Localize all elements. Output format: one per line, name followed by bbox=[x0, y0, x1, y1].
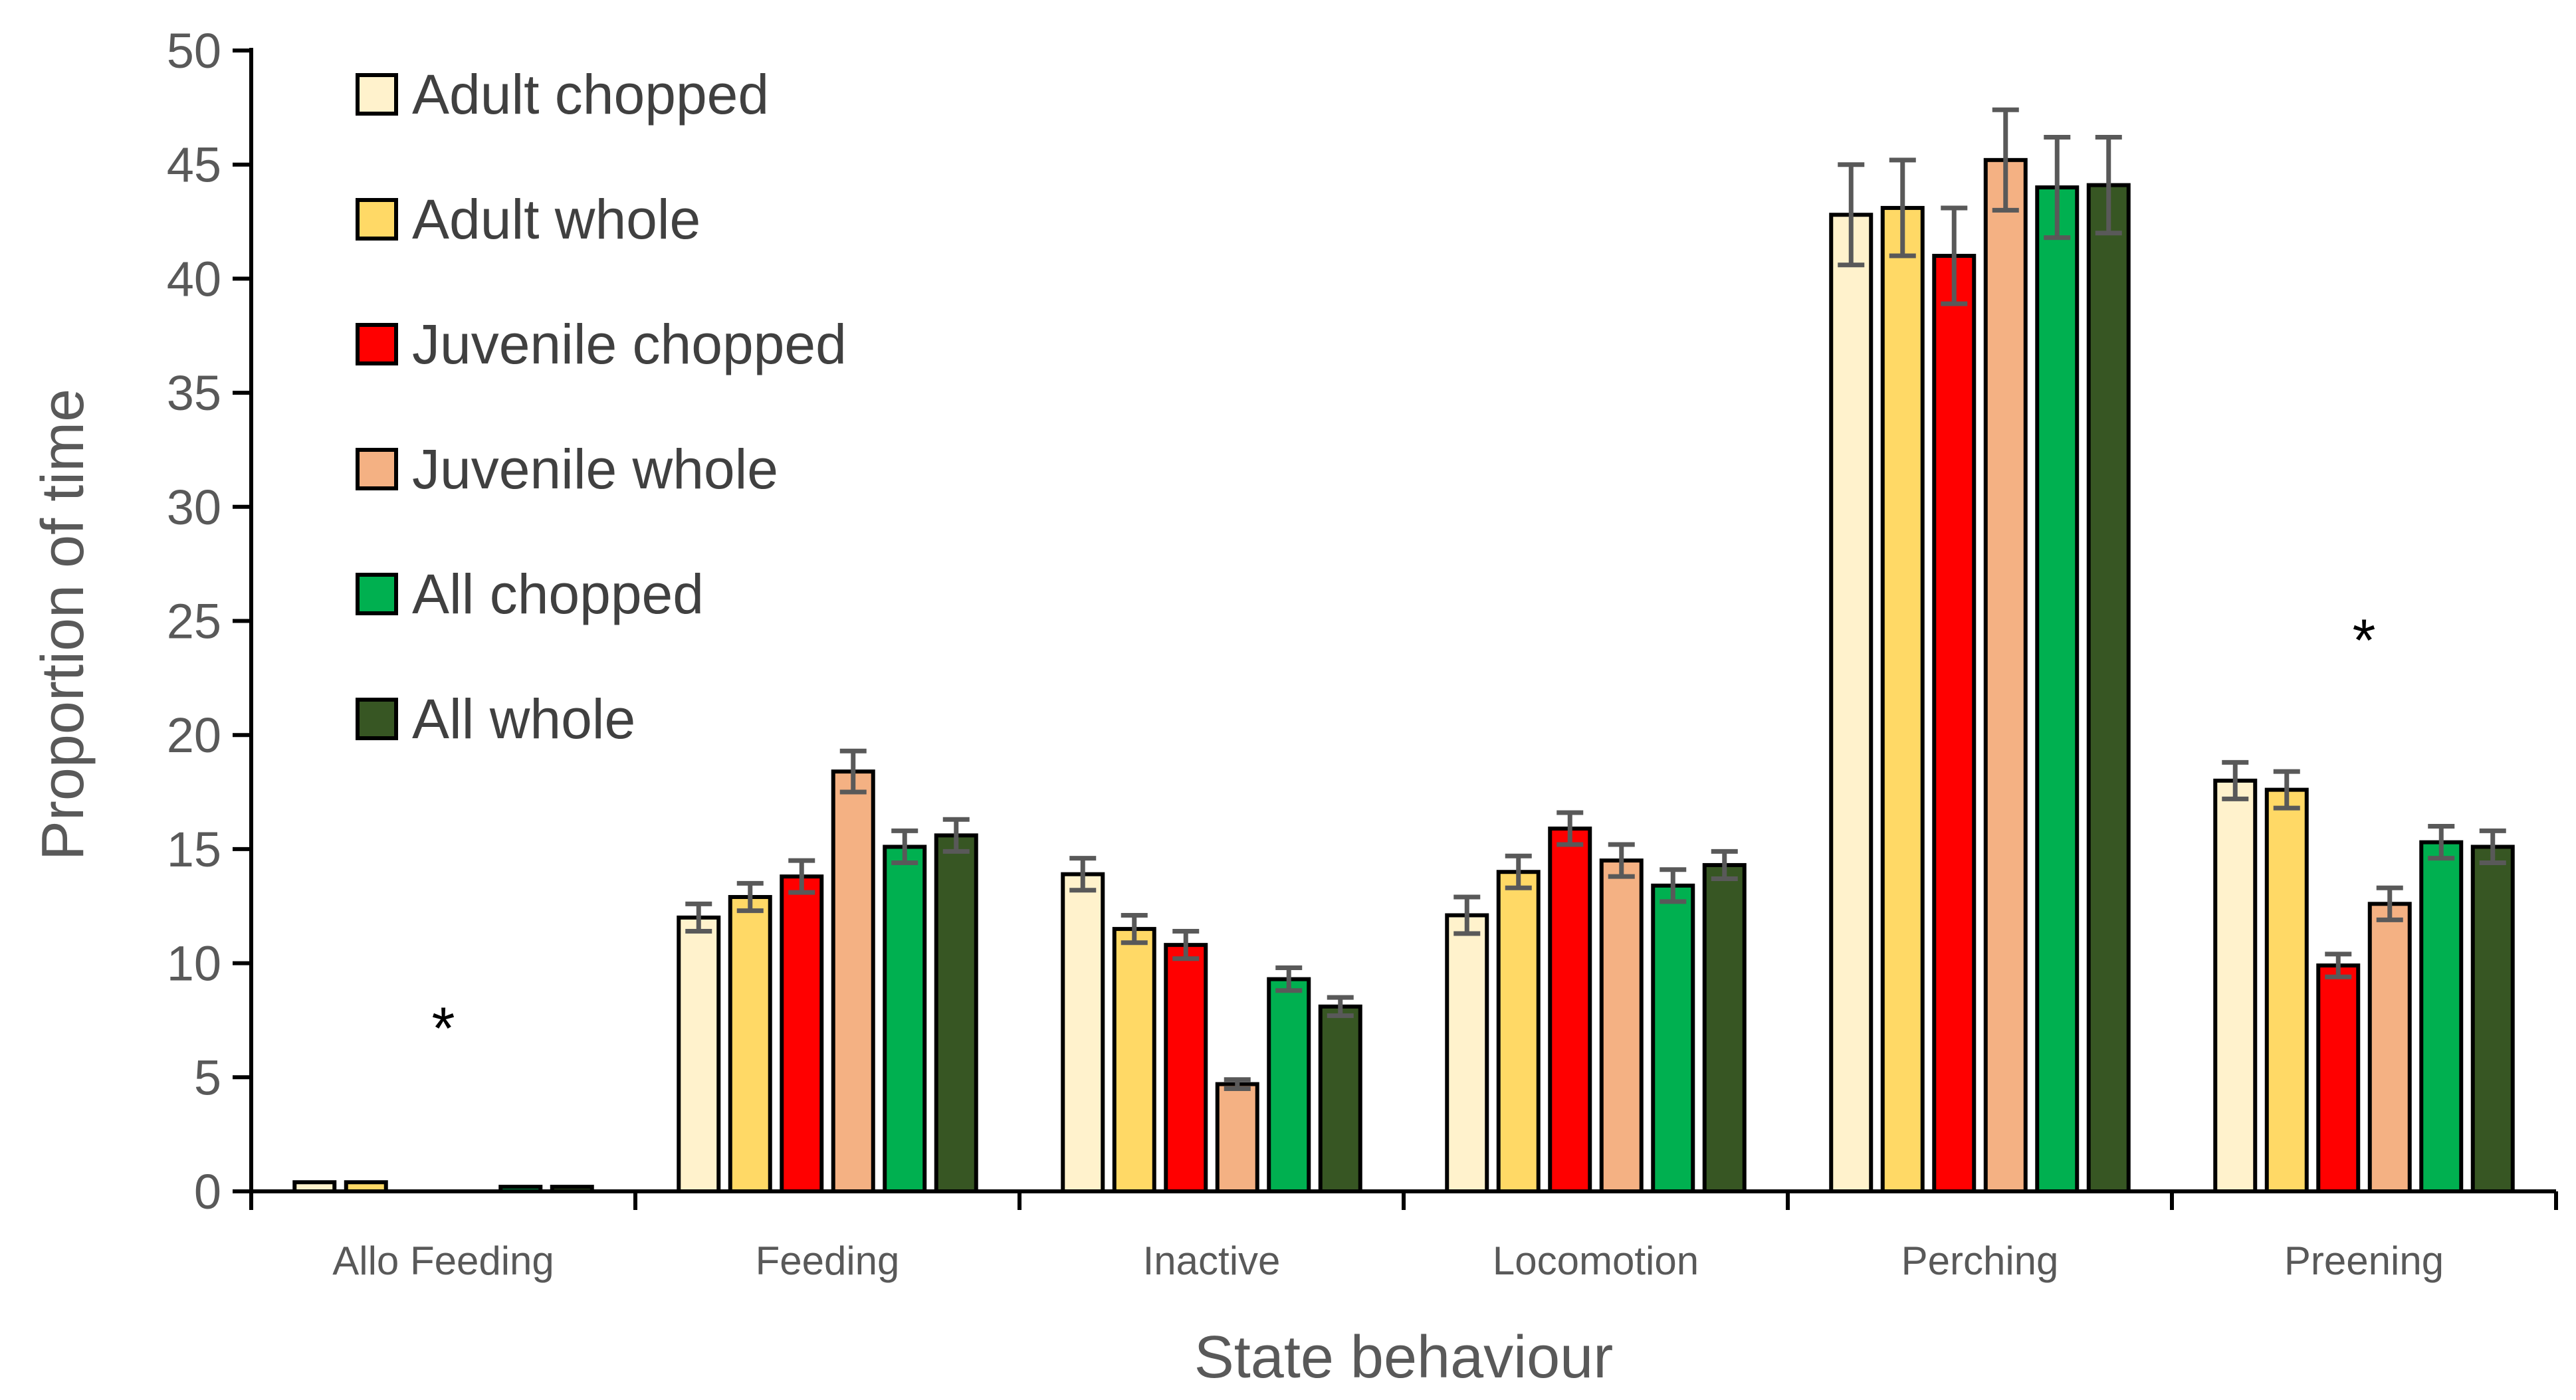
bar-adult-chopped-inactive bbox=[1061, 872, 1105, 1193]
legend-label-juvenile-chopped: Juvenile chopped bbox=[412, 313, 847, 375]
legend-label-adult-chopped: Adult chopped bbox=[412, 63, 769, 126]
legend: Adult chopped Adult whole Juvenile chopped… bbox=[356, 63, 847, 750]
significance-asterisk: * bbox=[2352, 608, 2375, 674]
axes-layer bbox=[233, 48, 2558, 1210]
bar-all-chopped-perching bbox=[2035, 185, 2080, 1193]
bar-juvenile-whole-preening bbox=[2367, 902, 2412, 1194]
legend-swatch-all-whole bbox=[356, 698, 398, 740]
bar-all-whole-feeding bbox=[934, 833, 978, 1193]
bar-adult-chopped-locomotion bbox=[1445, 913, 1489, 1193]
y-tick-label: 50 bbox=[167, 23, 221, 78]
y-tick-label: 30 bbox=[167, 480, 221, 535]
x-tick-label-preening: Preening bbox=[2284, 1239, 2444, 1283]
bar-adult-whole-feeding bbox=[728, 895, 772, 1194]
significance-asterisk: * bbox=[431, 995, 455, 1062]
bar-all-chopped-feeding bbox=[883, 845, 927, 1193]
legend-swatch-adult-chopped bbox=[356, 73, 398, 116]
legend-swatch-all-chopped bbox=[356, 573, 398, 615]
bars-layer bbox=[292, 157, 2515, 1194]
legend-label-all-chopped: All chopped bbox=[412, 563, 704, 625]
x-tick-labels: Allo Feeding Feeding Inactive Locomotion Per… bbox=[332, 1239, 2444, 1283]
x-tick-label-feeding: Feeding bbox=[756, 1239, 900, 1283]
bar-all-whole-perching bbox=[2086, 183, 2131, 1194]
bar-adult-chopped-feeding bbox=[677, 915, 721, 1194]
bar-adult-whole-inactive bbox=[1112, 927, 1156, 1193]
bar-juvenile-chopped-perching bbox=[1932, 254, 1977, 1193]
legend-label-juvenile-whole: Juvenile whole bbox=[412, 438, 778, 500]
y-tick-label: 15 bbox=[167, 822, 221, 877]
legend-label-all-whole: All whole bbox=[412, 688, 635, 750]
bar-juvenile-whole-feeding bbox=[831, 769, 875, 1194]
bar-juvenile-whole-inactive bbox=[1215, 1082, 1259, 1194]
bar-juvenile-chopped-inactive bbox=[1164, 943, 1208, 1194]
y-tick-label: 45 bbox=[167, 138, 221, 193]
bar-all-whole-inactive bbox=[1318, 1004, 1362, 1193]
x-tick-label-perching: Perching bbox=[1901, 1239, 2059, 1283]
y-tick-label: 40 bbox=[167, 251, 221, 306]
bar-adult-whole-perching bbox=[1880, 205, 1925, 1193]
bar-adult-whole-locomotion bbox=[1496, 870, 1541, 1193]
bar-all-chopped-locomotion bbox=[1651, 883, 1695, 1193]
bar-juvenile-chopped-preening bbox=[2316, 963, 2361, 1194]
x-axis-title: State behaviour bbox=[1194, 1324, 1613, 1391]
bar-adult-whole-preening bbox=[2264, 787, 2309, 1193]
bar-adult-chopped-preening bbox=[2213, 778, 2258, 1193]
y-tick-label: 20 bbox=[167, 708, 221, 763]
legend-swatch-juvenile-chopped bbox=[356, 323, 398, 365]
error-bars-layer bbox=[685, 107, 2506, 1091]
bar-juvenile-whole-perching bbox=[1983, 157, 2028, 1193]
annotations-layer: ** bbox=[431, 608, 2375, 1062]
y-tick-label: 5 bbox=[194, 1050, 221, 1105]
x-tick-label-inactive: Inactive bbox=[1143, 1239, 1281, 1283]
bar-all-chopped-inactive bbox=[1267, 977, 1311, 1193]
legend-label-adult-whole: Adult whole bbox=[412, 188, 700, 250]
bar-all-whole-locomotion bbox=[1702, 862, 1747, 1193]
x-tick-label-locomotion: Locomotion bbox=[1493, 1239, 1699, 1283]
bar-adult-chopped-perching bbox=[1829, 213, 1874, 1193]
y-axis-title: Proportion of time bbox=[30, 389, 96, 860]
bar-all-chopped-preening bbox=[2419, 840, 2464, 1193]
y-tick-label: 10 bbox=[167, 936, 221, 991]
bar-juvenile-chopped-locomotion bbox=[1548, 826, 1592, 1193]
bar-juvenile-chopped-feeding bbox=[780, 874, 824, 1194]
y-tick-label: 25 bbox=[167, 594, 221, 649]
y-tick-label: 0 bbox=[194, 1164, 221, 1219]
x-tick-label-allo-feeding: Allo Feeding bbox=[332, 1239, 554, 1283]
bar-juvenile-whole-locomotion bbox=[1599, 858, 1644, 1193]
y-tick-labels: 0 5 10 15 20 25 30 35 40 45 50 bbox=[167, 23, 221, 1219]
legend-swatch-adult-whole bbox=[356, 198, 398, 241]
y-tick-label: 35 bbox=[167, 365, 221, 421]
bar-all-whole-preening bbox=[2470, 845, 2515, 1193]
legend-swatch-juvenile-whole bbox=[356, 448, 398, 490]
